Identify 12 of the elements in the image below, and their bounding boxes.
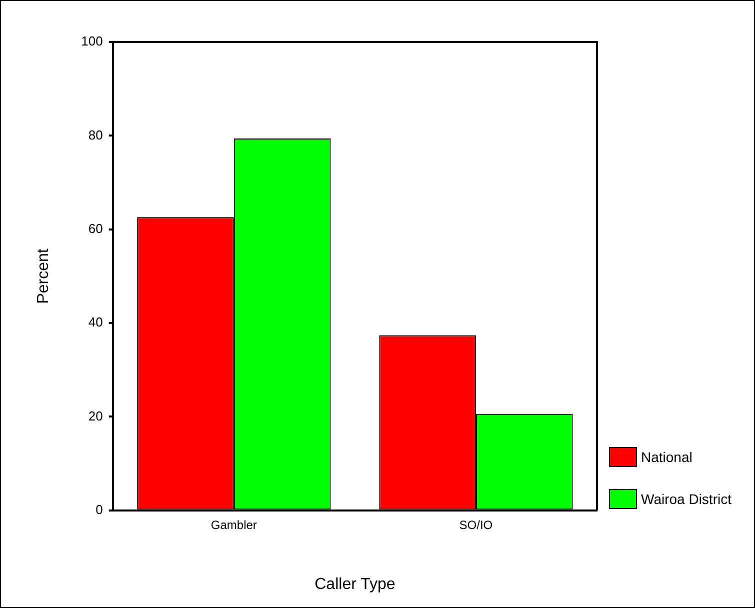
y-tick-label: 40	[88, 314, 103, 330]
y-tick-label: 100	[81, 34, 103, 49]
y-axis-title: Percent	[35, 248, 52, 304]
x-axis-title: Caller Type	[314, 576, 396, 593]
y-tick-label: 60	[88, 220, 103, 236]
x-tick-label: Gambler	[210, 518, 257, 532]
x-tick-label: SO/IO	[459, 518, 493, 532]
legend-label: National	[641, 449, 692, 466]
legend-label: Wairoa District	[641, 491, 732, 508]
y-tick-label: 0	[96, 502, 103, 517]
y-tick-label: 20	[88, 408, 103, 424]
y-tick-label: 80	[88, 127, 103, 142]
